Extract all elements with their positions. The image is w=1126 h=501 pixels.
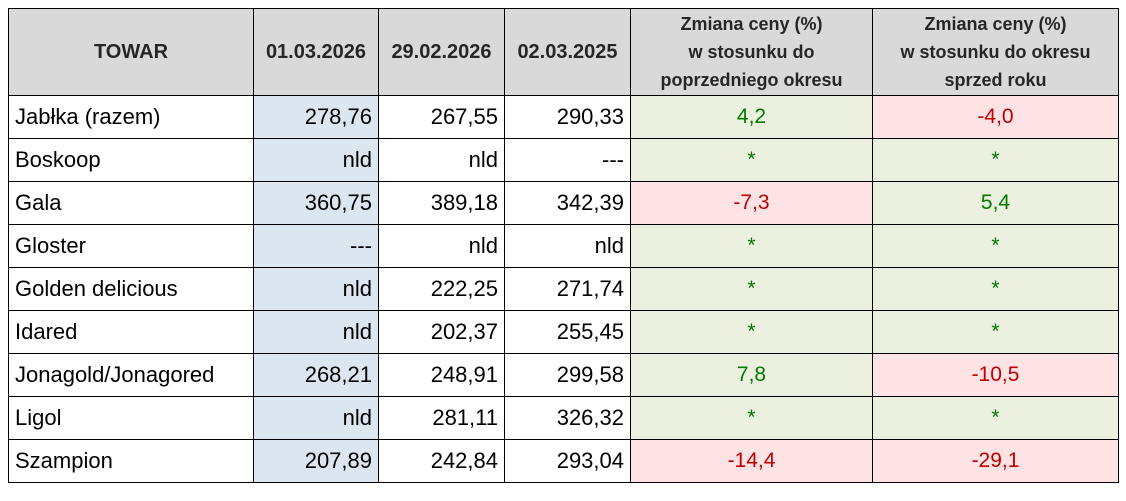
- change-year-cell: *: [872, 224, 1119, 268]
- price-date-1-cell: nld: [253, 138, 379, 182]
- header-date-1: 01.03.2026: [253, 8, 379, 96]
- product-name-cell: Boskoop: [8, 138, 254, 182]
- price-date-2-cell: 202,37: [378, 310, 505, 354]
- header-change-year-line-1: Zmiana ceny (%): [924, 14, 1067, 34]
- table-row: Idared nld 202,37 255,45 * *: [8, 310, 1119, 354]
- table-row: Jabłka (razem) 278,76 267,55 290,33 4,2 -4,0: [8, 95, 1119, 139]
- price-date-1-cell: 207,89: [253, 439, 379, 483]
- header-product: TOWAR: [8, 8, 254, 96]
- header-row: TOWAR 01.03.2026 29.02.2026 02.03.2025 Z…: [8, 8, 1119, 96]
- change-year-cell: -29,1: [872, 439, 1119, 483]
- change-prev-cell: *: [630, 310, 873, 354]
- price-date-1-cell: nld: [253, 267, 379, 311]
- header-change-prev: Zmiana ceny (%) w stosunku do poprzednie…: [630, 8, 873, 96]
- price-date-1-cell: nld: [253, 396, 379, 440]
- change-year-cell: *: [872, 267, 1119, 311]
- table-row: Ligol nld 281,11 326,32 * *: [8, 396, 1119, 440]
- change-prev-cell: *: [630, 138, 873, 182]
- change-prev-cell: *: [630, 396, 873, 440]
- price-date-2-cell: 248,91: [378, 353, 505, 397]
- price-date-2-cell: 281,11: [378, 396, 505, 440]
- table-row: Golden delicious nld 222,25 271,74 * *: [8, 267, 1119, 311]
- price-date-3-cell: 290,33: [504, 95, 631, 139]
- price-date-1-cell: 360,75: [253, 181, 379, 225]
- price-date-3-cell: 299,58: [504, 353, 631, 397]
- header-date-2: 29.02.2026: [378, 8, 505, 96]
- price-date-1-cell: ---: [253, 224, 379, 268]
- table-header: TOWAR 01.03.2026 29.02.2026 02.03.2025 Z…: [8, 8, 1119, 96]
- price-date-3-cell: nld: [504, 224, 631, 268]
- header-change-prev-line-1: Zmiana ceny (%): [680, 14, 823, 34]
- header-change-prev-line-2: w stosunku do: [688, 42, 815, 62]
- price-date-2-cell: 389,18: [378, 181, 505, 225]
- price-date-2-cell: nld: [378, 224, 505, 268]
- price-date-3-cell: 255,45: [504, 310, 631, 354]
- change-year-cell: *: [872, 310, 1119, 354]
- price-date-1-cell: 268,21: [253, 353, 379, 397]
- table-row: Boskoop nld nld --- * *: [8, 138, 1119, 182]
- table-row: Jonagold/Jonagored 268,21 248,91 299,58 7,8-…: [8, 353, 1119, 397]
- header-change-year: Zmiana ceny (%) w stosunku do okresu spr…: [872, 8, 1119, 96]
- table-row: Gala 360,75 389,18 342,39 -7,3 5,4: [8, 181, 1119, 225]
- change-year-cell: *: [872, 396, 1119, 440]
- change-prev-cell: 4,2: [630, 95, 873, 139]
- price-date-2-cell: nld: [378, 138, 505, 182]
- product-name-cell: Gala: [8, 181, 254, 225]
- price-date-3-cell: 293,04: [504, 439, 631, 483]
- price-table: TOWAR 01.03.2026 29.02.2026 02.03.2025 Z…: [8, 8, 1119, 483]
- header-change-prev-line-3: poprzedniego okresu: [660, 70, 843, 90]
- change-year-cell: -4,0: [872, 95, 1119, 139]
- price-date-1-cell: 278,76: [253, 95, 379, 139]
- change-prev-cell: -7,3: [630, 181, 873, 225]
- change-prev-cell: 7,8: [630, 353, 873, 397]
- price-table-container: TOWAR 01.03.2026 29.02.2026 02.03.2025 Z…: [8, 8, 1119, 483]
- product-name-cell: Jonagold/Jonagored: [8, 353, 254, 397]
- price-date-2-cell: 242,84: [378, 439, 505, 483]
- change-prev-cell: *: [630, 267, 873, 311]
- change-year-cell: -10,5: [872, 353, 1119, 397]
- product-name-cell: Ligol: [8, 396, 254, 440]
- price-date-3-cell: ---: [504, 138, 631, 182]
- change-prev-cell: *: [630, 224, 873, 268]
- price-date-3-cell: 326,32: [504, 396, 631, 440]
- header-date-3: 02.03.2025: [504, 8, 631, 96]
- change-year-cell: *: [872, 138, 1119, 182]
- table-row: Szampion 207,89 242,84 293,04 -14,4 -29,1: [8, 439, 1119, 483]
- price-date-2-cell: 267,55: [378, 95, 505, 139]
- change-prev-cell: -14,4: [630, 439, 873, 483]
- header-change-year-line-3: sprzed roku: [944, 70, 1047, 90]
- change-year-cell: 5,4: [872, 181, 1119, 225]
- product-name-cell: Gloster: [8, 224, 254, 268]
- table-body: Jabłka (razem) 278,76 267,55 290,33 4,2 -4,0 B…: [8, 95, 1119, 483]
- product-name-cell: Golden delicious: [8, 267, 254, 311]
- product-name-cell: Szampion: [8, 439, 254, 483]
- header-change-year-line-2: w stosunku do okresu: [900, 42, 1091, 62]
- price-date-3-cell: 342,39: [504, 181, 631, 225]
- product-name-cell: Jabłka (razem): [8, 95, 254, 139]
- table-row: Gloster --- nld nld * *: [8, 224, 1119, 268]
- price-date-2-cell: 222,25: [378, 267, 505, 311]
- price-date-3-cell: 271,74: [504, 267, 631, 311]
- product-name-cell: Idared: [8, 310, 254, 354]
- price-date-1-cell: nld: [253, 310, 379, 354]
